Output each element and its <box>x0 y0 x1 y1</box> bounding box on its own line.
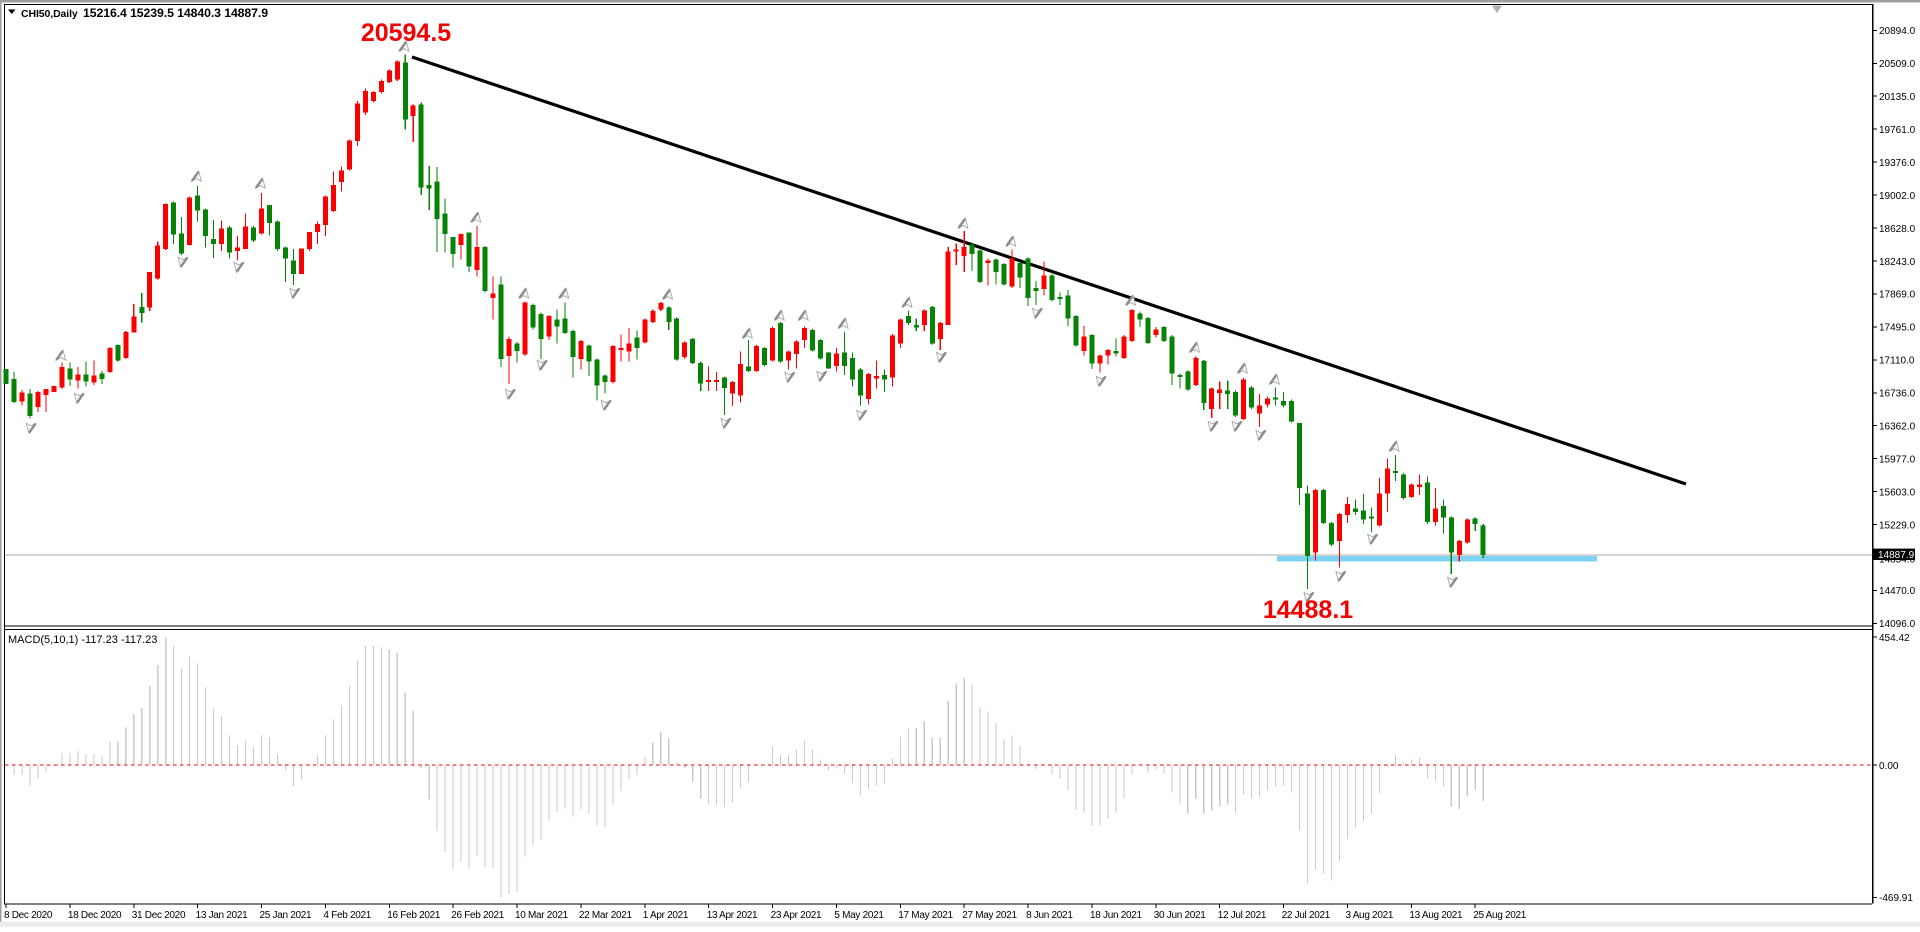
svg-text:15216.4 15239.5 14840.3 14887.: 15216.4 15239.5 14840.3 14887.9 <box>83 6 268 20</box>
svg-text:25 Aug 2021: 25 Aug 2021 <box>1473 910 1527 921</box>
svg-text:15229.0: 15229.0 <box>1879 520 1916 531</box>
svg-text:8 Dec 2020: 8 Dec 2020 <box>4 910 53 921</box>
svg-text:20135.0: 20135.0 <box>1879 92 1916 103</box>
svg-text:17 May 2021: 17 May 2021 <box>898 910 953 921</box>
svg-text:454.42: 454.42 <box>1879 633 1910 644</box>
svg-text:30 Jun 2021: 30 Jun 2021 <box>1154 910 1206 921</box>
svg-text:4 Feb 2021: 4 Feb 2021 <box>323 910 371 921</box>
svg-text:23 Apr 2021: 23 Apr 2021 <box>771 910 822 921</box>
svg-text:14887.9: 14887.9 <box>1878 550 1915 561</box>
svg-text:15977.0: 15977.0 <box>1879 455 1916 466</box>
svg-text:31 Dec 2020: 31 Dec 2020 <box>132 910 186 921</box>
svg-text:13 Aug 2021: 13 Aug 2021 <box>1409 910 1463 921</box>
svg-text:16736.0: 16736.0 <box>1879 389 1916 400</box>
svg-text:22 Mar 2021: 22 Mar 2021 <box>579 910 633 921</box>
svg-text:20894.0: 20894.0 <box>1879 26 1916 37</box>
svg-text:18628.0: 18628.0 <box>1879 224 1916 235</box>
svg-text:22 Jul 2021: 22 Jul 2021 <box>1282 910 1331 921</box>
svg-text:27 May 2021: 27 May 2021 <box>962 910 1017 921</box>
svg-text:17495.0: 17495.0 <box>1879 323 1916 334</box>
svg-text:25 Jan 2021: 25 Jan 2021 <box>260 910 312 921</box>
svg-text:8 Jun 2021: 8 Jun 2021 <box>1026 910 1073 921</box>
svg-text:15603.0: 15603.0 <box>1879 487 1916 498</box>
svg-text:18 Dec 2020: 18 Dec 2020 <box>68 910 122 921</box>
svg-text:CHI50,Daily: CHI50,Daily <box>21 8 78 20</box>
svg-text:19376.0: 19376.0 <box>1879 158 1916 169</box>
svg-text:18243.0: 18243.0 <box>1879 257 1916 268</box>
svg-text:20509.0: 20509.0 <box>1879 59 1916 70</box>
svg-text:5 May 2021: 5 May 2021 <box>834 910 884 921</box>
svg-text:20594.5: 20594.5 <box>361 19 451 47</box>
svg-text:12 Jul 2021: 12 Jul 2021 <box>1218 910 1267 921</box>
svg-text:19761.0: 19761.0 <box>1879 125 1916 136</box>
svg-text:17110.0: 17110.0 <box>1879 356 1915 367</box>
svg-text:1 Apr 2021: 1 Apr 2021 <box>643 910 689 921</box>
svg-text:10 Mar 2021: 10 Mar 2021 <box>515 910 569 921</box>
svg-text:16362.0: 16362.0 <box>1879 422 1916 433</box>
svg-text:16 Feb 2021: 16 Feb 2021 <box>387 910 441 921</box>
svg-text:14096.0: 14096.0 <box>1879 619 1916 630</box>
svg-text:14470.0: 14470.0 <box>1879 586 1916 597</box>
svg-text:19002.0: 19002.0 <box>1879 191 1916 202</box>
svg-text:17869.0: 17869.0 <box>1879 290 1916 301</box>
svg-text:MACD(5,10,1) -117.23 -117.23: MACD(5,10,1) -117.23 -117.23 <box>8 634 157 646</box>
svg-text:18 Jun 2021: 18 Jun 2021 <box>1090 910 1142 921</box>
svg-text:14488.1: 14488.1 <box>1263 596 1353 624</box>
svg-text:26 Feb 2021: 26 Feb 2021 <box>451 910 505 921</box>
svg-text:-469.91: -469.91 <box>1879 893 1913 904</box>
svg-text:3 Aug 2021: 3 Aug 2021 <box>1346 910 1394 921</box>
svg-text:13 Jan 2021: 13 Jan 2021 <box>196 910 248 921</box>
svg-text:0.00: 0.00 <box>1879 761 1899 772</box>
svg-text:13 Apr 2021: 13 Apr 2021 <box>707 910 758 921</box>
